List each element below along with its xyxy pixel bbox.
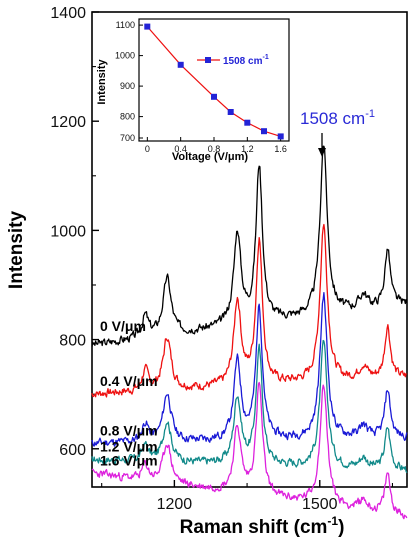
main-plot-frame xyxy=(91,11,408,488)
inset-marker xyxy=(261,128,267,135)
inset-y-tick-label: 1100 xyxy=(116,20,135,30)
main-axis-ticks: 600 800 1000 1200 1400 1200 1500 xyxy=(50,5,394,513)
spectrum-curve xyxy=(91,292,408,447)
curve-label: 0.4 V/μm xyxy=(100,373,158,389)
peak-arrow xyxy=(318,133,326,157)
inset-y-tick-label: 700 xyxy=(120,133,135,143)
x-tick-label: 1200 xyxy=(157,496,193,513)
spectrum-curve xyxy=(91,223,408,398)
x-tick-label: 1500 xyxy=(302,496,338,513)
inset-marker xyxy=(244,119,251,126)
inset-x-axis-title: Voltage (V/μm) xyxy=(172,151,249,163)
inset-series xyxy=(144,23,284,140)
inset-y-tick-label: 900 xyxy=(120,81,135,91)
inset-y-axis-title: Intensity xyxy=(96,59,108,105)
inset-legend: 1508 cm-1 xyxy=(197,54,269,67)
main-curves xyxy=(91,145,408,520)
inset-marker xyxy=(227,109,234,115)
inset-x-tick-label: 1.6 xyxy=(274,144,287,154)
spectrum-curve xyxy=(91,145,408,347)
y-tick-label: 600 xyxy=(59,442,86,459)
inset-y-tick-label: 1000 xyxy=(115,51,135,61)
spectrum-curve xyxy=(91,339,408,474)
curve-label: 1.2 V/μm xyxy=(100,439,158,455)
svg-text:1508 cm-1: 1508 cm-1 xyxy=(223,54,269,67)
spectrum-curve xyxy=(91,381,408,520)
inset-x-tick-label: 1.2 xyxy=(241,144,254,154)
curve-label: 1.6 V/μm xyxy=(100,452,158,468)
peak-label: 1508 cm-1 xyxy=(300,108,375,128)
inset-x-tick-label: 0 xyxy=(145,144,150,154)
inset-y-tick-label: 800 xyxy=(120,112,135,122)
x-axis-title-superscript: -1 xyxy=(327,514,338,528)
inset-marker xyxy=(211,93,217,100)
x-axis-title: Raman shift (cm-1) xyxy=(180,514,345,538)
y-axis-title: Intensity xyxy=(6,211,27,290)
inset-marker xyxy=(277,133,284,140)
inset-x-tick-label: 0.4 xyxy=(174,144,187,154)
main-curve-labels: 0 V/μm 0.4 V/μm 0.8 V/μm1.2 V/μm1.6 V/μm xyxy=(100,318,158,468)
y-tick-label: 800 xyxy=(59,333,86,350)
y-tick-label: 1000 xyxy=(50,223,86,240)
curve-label: 0 V/μm xyxy=(100,318,146,334)
y-tick-label: 1400 xyxy=(50,5,86,22)
inset-x-tick-label: 0.8 xyxy=(208,144,221,154)
y-tick-label: 1200 xyxy=(50,114,86,131)
curve-label: 0.8 V/μm xyxy=(100,422,158,438)
inset-axis-ticks: 700 800 900 1000 1100 0 0.4 0.8 1.2 1.6 xyxy=(115,20,287,154)
inset-marker xyxy=(177,61,184,68)
inset-marker xyxy=(144,23,151,30)
inset-frame xyxy=(138,18,290,142)
